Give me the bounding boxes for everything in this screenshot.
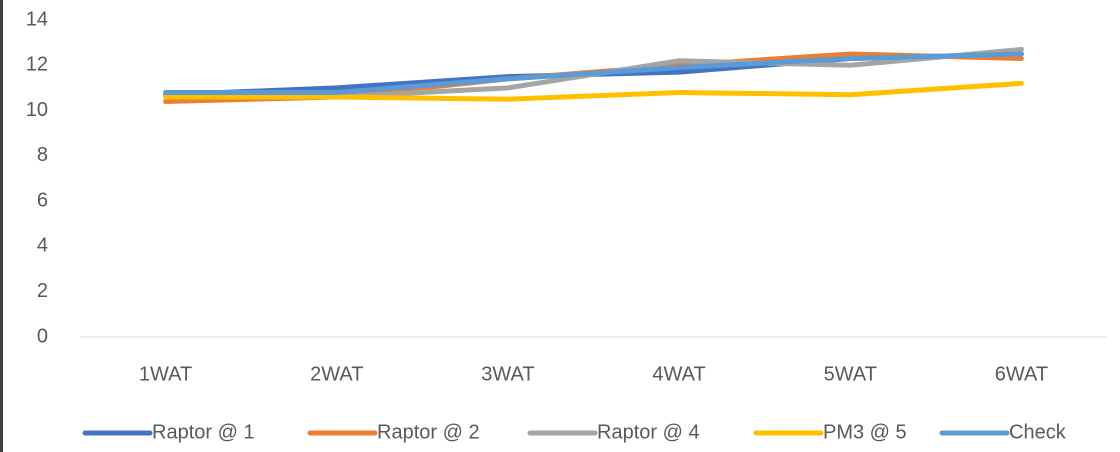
x-tick-label: 6WAT xyxy=(995,363,1048,385)
series-line xyxy=(163,80,1024,102)
legend-label: Raptor @ 2 xyxy=(377,421,480,443)
legend-label: Raptor @ 4 xyxy=(597,421,700,443)
y-tick-label: 8 xyxy=(37,144,48,166)
y-tick-label: 12 xyxy=(26,54,48,76)
x-tick-label: 4WAT xyxy=(652,363,705,385)
x-tick-label: 5WAT xyxy=(824,363,877,385)
legend-label: Check xyxy=(1009,421,1067,443)
series-line xyxy=(163,51,1024,95)
y-tick-label: 10 xyxy=(26,99,48,121)
y-tick-label: 6 xyxy=(37,189,48,211)
x-tick-label: 2WAT xyxy=(310,363,363,385)
y-tick-label: 2 xyxy=(37,280,48,302)
y-tick-label: 0 xyxy=(37,325,48,347)
legend-label: PM3 @ 5 xyxy=(823,421,907,443)
y-tick-label: 14 xyxy=(26,8,48,30)
legend-label: Raptor @ 1 xyxy=(152,421,255,443)
x-tick-label: 1WAT xyxy=(139,363,192,385)
x-tick-label: 3WAT xyxy=(481,363,534,385)
y-tick-label: 4 xyxy=(37,235,48,257)
